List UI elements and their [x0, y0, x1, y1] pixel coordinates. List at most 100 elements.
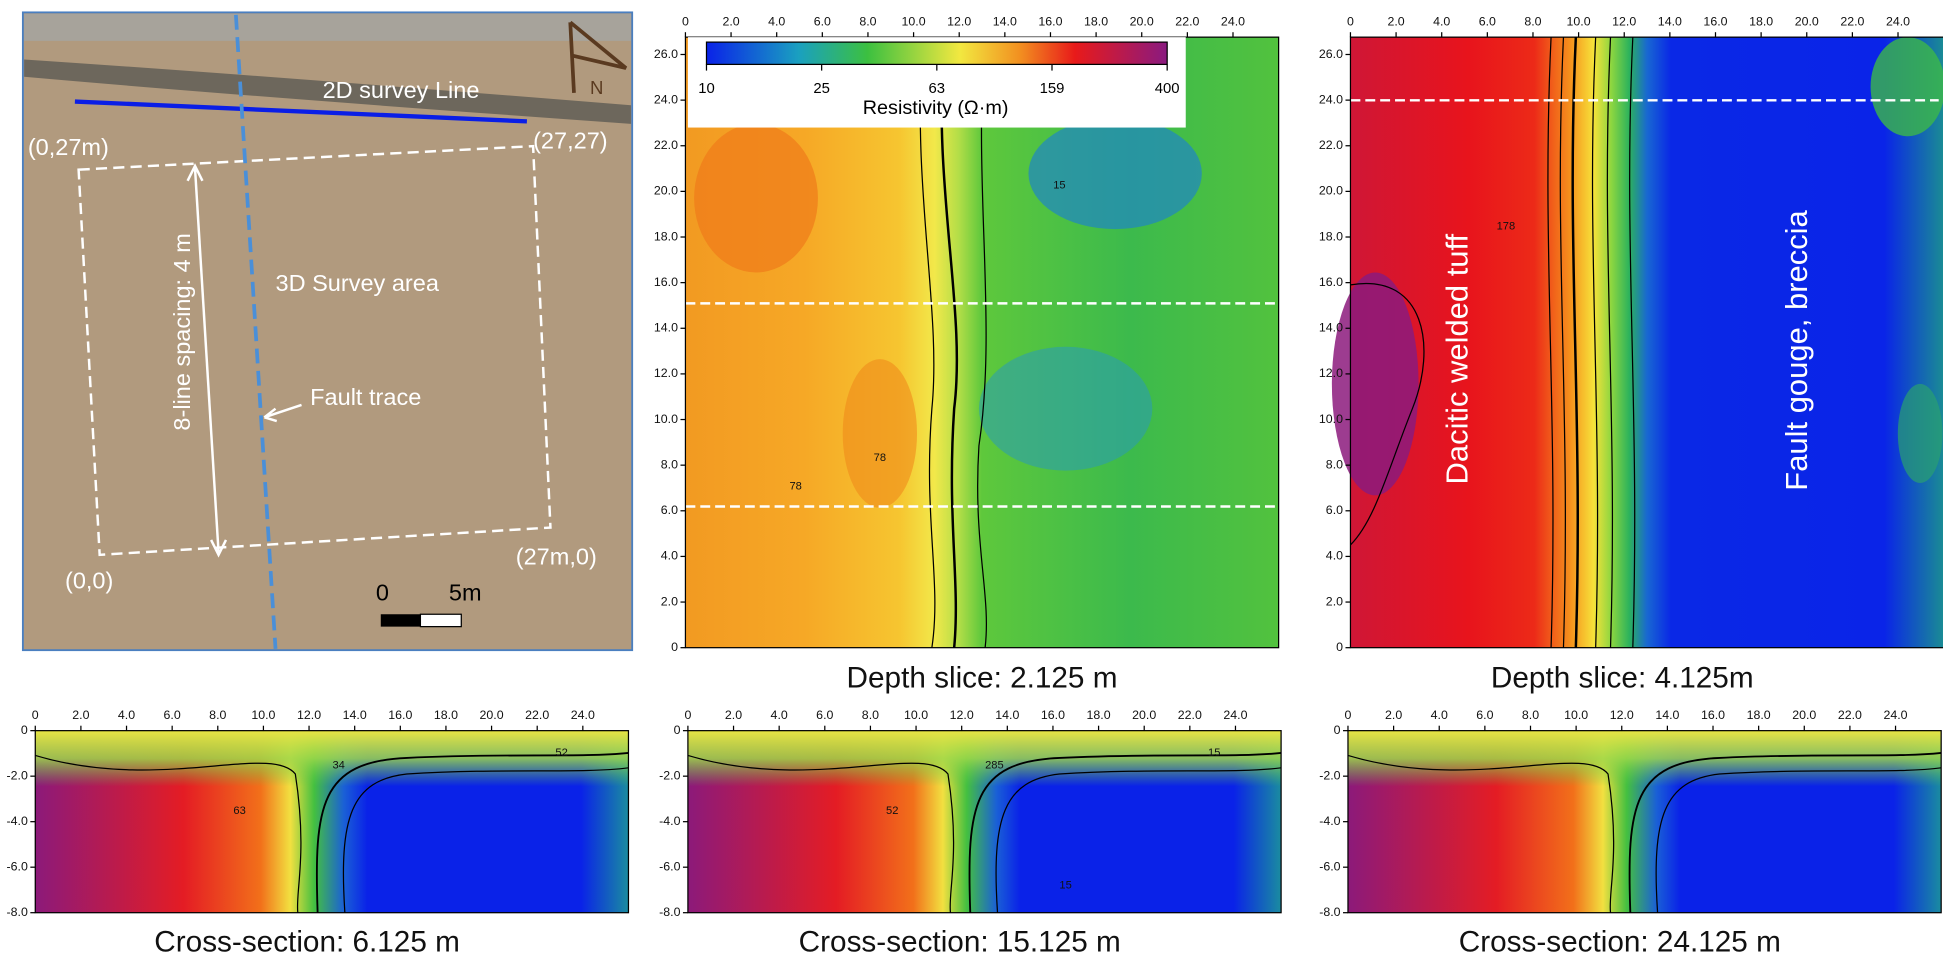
- y-tick-label: 20.0: [654, 184, 678, 198]
- x-tick-label: 20.0: [1130, 15, 1154, 29]
- colorbar-tick: 159: [1040, 81, 1065, 97]
- contour-label: 52: [555, 747, 567, 759]
- x-tick-label: 10.0: [902, 15, 926, 29]
- colorbar-title: Resistivity (Ω·m): [863, 97, 1009, 119]
- x-tick-label: 22.0: [1840, 15, 1864, 29]
- x-tick-label: 4.0: [771, 708, 788, 722]
- x-tick-label: 12.0: [950, 708, 974, 722]
- x-tick-label: 18.0: [1087, 708, 1111, 722]
- scale-label: 0: [376, 580, 389, 606]
- y-tick-label: 6.0: [1326, 503, 1343, 517]
- contour: [1571, 37, 1579, 648]
- x-tick-label: 20.0: [1792, 708, 1816, 722]
- x-tick-label: 12.0: [1610, 708, 1634, 722]
- x-tick-label: 20.0: [480, 708, 504, 722]
- contour: [315, 752, 629, 913]
- x-tick-label: 6.0: [1476, 708, 1493, 722]
- x-tick-label: 2.0: [722, 15, 739, 29]
- x-tick-label: 0: [32, 708, 39, 722]
- x-tick-label: 14.0: [343, 708, 367, 722]
- photo-ground: [21, 11, 634, 652]
- caption: Cross-section: 15.125 m: [799, 926, 1121, 959]
- y-tick-label: 0: [674, 723, 681, 737]
- contour: [995, 767, 1282, 913]
- contour-label: 15: [1053, 180, 1065, 192]
- x-tick-label: 8.0: [1522, 708, 1539, 722]
- plot-frame: [1349, 36, 1943, 649]
- arrow-heads: [186, 163, 228, 558]
- plot-frame: [1347, 730, 1942, 914]
- x-tick-label: 8.0: [862, 708, 879, 722]
- north-label: N: [590, 77, 603, 98]
- x-tick-label: 6.0: [816, 708, 833, 722]
- contour: [35, 754, 302, 913]
- x-tick-label: 4.0: [1431, 708, 1448, 722]
- x-tick-label: 4.0: [118, 708, 135, 722]
- x-tick-label: 14.0: [993, 15, 1017, 29]
- shallow-layer: [35, 730, 629, 787]
- scale-label: 5m: [449, 580, 482, 606]
- y-tick-label: -6.0: [659, 859, 680, 873]
- y-tick-label: 8.0: [1326, 457, 1343, 471]
- x-tick-label: 10.0: [251, 708, 275, 722]
- scale-bar-black: [380, 614, 421, 627]
- annotation: Dacitic welded tuff: [1440, 233, 1475, 484]
- x-tick-label: 20.0: [1795, 15, 1819, 29]
- x-tick-label: 20.0: [1132, 708, 1156, 722]
- colorbar-tick: 400: [1155, 81, 1180, 97]
- y-tick-label: -8.0: [659, 905, 680, 919]
- annotation: Fault gouge, breccia: [1779, 209, 1814, 490]
- caption: Cross-section: 24.125 m: [1459, 926, 1781, 959]
- road: [24, 13, 631, 41]
- y-tick-label: 16.0: [654, 275, 678, 289]
- survey-line: [74, 99, 528, 124]
- corner-label: (27,27): [533, 128, 608, 154]
- contour: [968, 752, 1282, 913]
- y-tick-label: -2.0: [1319, 768, 1340, 782]
- x-tick-label: 16.0: [1701, 708, 1725, 722]
- x-tick-label: 18.0: [1084, 15, 1108, 29]
- colorbar-tick: 25: [813, 81, 830, 97]
- contour-label: 285: [985, 759, 1004, 771]
- y-tick-label: -2.0: [659, 768, 680, 782]
- x-tick-label: 4.0: [768, 15, 785, 29]
- x-tick-label: 0: [682, 15, 689, 29]
- x-tick-label: 22.0: [525, 708, 549, 722]
- corner-label: (27m,0): [516, 544, 597, 570]
- x-tick-label: 2.0: [725, 708, 742, 722]
- y-tick-label: 22.0: [1319, 138, 1343, 152]
- resistivity-map: [1350, 37, 1943, 648]
- contour: [1629, 37, 1636, 648]
- contour: [1628, 752, 1942, 913]
- colorbar-bar: [705, 41, 1168, 66]
- caption: Depth slice: 2.125 m: [847, 662, 1118, 695]
- x-tick-label: 24.0: [1223, 708, 1247, 722]
- ditch: [24, 59, 631, 124]
- x-tick-label: 6.0: [164, 708, 181, 722]
- x-tick-label: 22.0: [1175, 15, 1199, 29]
- x-tick-label: 10.0: [1567, 15, 1591, 29]
- low-zone: [978, 346, 1153, 471]
- contour: [1655, 767, 1942, 913]
- mid-zone: [1897, 383, 1943, 483]
- y-tick-label: -4.0: [659, 814, 680, 828]
- y-tick-label: 10.0: [1319, 412, 1343, 426]
- x-tick-label: 10.0: [904, 708, 928, 722]
- high-zone: [694, 123, 818, 273]
- x-tick-label: 14.0: [1658, 15, 1682, 29]
- contour-label: 52: [886, 805, 898, 817]
- contour: [1347, 754, 1615, 913]
- contour-label: 15: [1059, 879, 1071, 891]
- contour: [1559, 37, 1566, 648]
- y-tick-label: 26.0: [654, 47, 678, 61]
- x-tick-label: 16.0: [1041, 708, 1065, 722]
- x-tick-label: 18.0: [1747, 708, 1771, 722]
- x-tick-label: 24.0: [1883, 708, 1907, 722]
- spacing-label: 8-line spacing: 4 m: [169, 233, 195, 430]
- x-tick-label: 14.0: [1655, 708, 1679, 722]
- x-tick-label: 8.0: [1524, 15, 1541, 29]
- x-tick-label: 0: [1345, 708, 1352, 722]
- shallow-layer: [687, 730, 1282, 787]
- x-tick-label: 24.0: [571, 708, 595, 722]
- contour: [1350, 282, 1425, 546]
